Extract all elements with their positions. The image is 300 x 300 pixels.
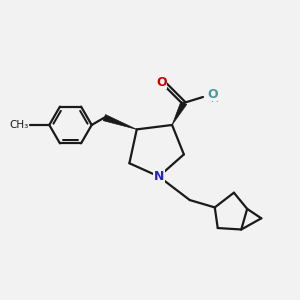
Polygon shape (172, 101, 187, 125)
Text: CH₃: CH₃ (9, 120, 29, 130)
Text: O: O (207, 88, 218, 101)
Text: N: N (154, 170, 164, 183)
Text: H: H (211, 94, 219, 104)
Text: O: O (157, 76, 167, 89)
Polygon shape (103, 115, 137, 129)
